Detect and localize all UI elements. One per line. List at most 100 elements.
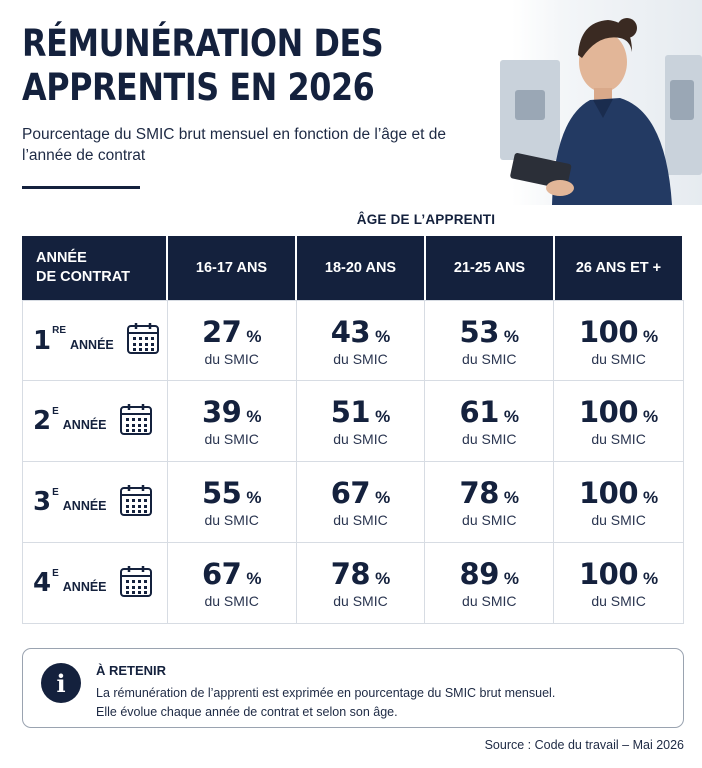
percentage-value: 89 [459, 557, 500, 591]
table-body: 1 RE ANNÉE 27% du SMIC 43% du SMIC 53% du SMIC 10… [22, 300, 684, 624]
source-note: Source : Code du travail – Mai 2026 [484, 738, 684, 752]
year-header-line-1: ANNÉE [36, 250, 87, 266]
year-cell: 3 E ANNÉE [23, 462, 168, 542]
unit-label: du SMIC [591, 350, 646, 367]
worker-figure-icon [510, 18, 672, 205]
table-row: 2 E ANNÉE 39% du SMIC 51% du SMIC 61% du SMIC 100… [22, 381, 684, 462]
year-label: ANNÉE [62, 418, 107, 432]
unit-label: du SMIC [204, 350, 259, 367]
percentage-value: 39 [201, 395, 242, 429]
percent-sign: % [643, 488, 659, 507]
percentage-cell: 61% du SMIC [425, 381, 555, 461]
calendar-icon [119, 564, 153, 603]
year-number: 1 [33, 325, 52, 356]
info-box: i À RETENIR La rémunération de l’apprent… [22, 648, 684, 728]
percentage-cell: 100% du SMIC [554, 462, 683, 542]
percent-sign: % [503, 407, 520, 426]
percentage-line: 51% [331, 395, 390, 429]
percentage-line: 53% [460, 315, 519, 349]
unit-label: du SMIC [333, 512, 388, 528]
percentage-value: 100 [579, 395, 639, 429]
percent-sign: % [503, 488, 520, 507]
page-subtitle: Pourcentage du SMIC brut mensuel en fonc… [22, 126, 446, 164]
percent-sign: % [643, 569, 659, 588]
year-number: 3 [33, 487, 52, 517]
unit-label: du SMIC [462, 512, 517, 528]
unit-label: du SMIC [591, 431, 646, 447]
percentage-line: 100% [579, 557, 658, 591]
percent-sign: % [643, 326, 659, 346]
percent-sign: % [503, 326, 520, 346]
unit-label: du SMIC [462, 431, 517, 447]
percentage-cell: 55% du SMIC [168, 462, 297, 542]
percentage-line: 61% [460, 395, 519, 429]
table-row: 4 E ANNÉE 67% du SMIC 78% du SMIC 89% du SMIC 100… [22, 543, 684, 624]
year-ordinal: E [52, 567, 59, 579]
percentage-line: 55% [202, 476, 261, 510]
unit-label: du SMIC [462, 350, 517, 367]
year-ordinal: E [52, 405, 59, 417]
percentage-line: 27% [202, 315, 261, 349]
percentage-cell: 51% du SMIC [297, 381, 426, 461]
unit-label: du SMIC [204, 593, 259, 609]
year-ordinal: E [52, 486, 59, 498]
unit-label: du SMIC [591, 593, 646, 609]
percentage-line: 100% [579, 476, 658, 510]
percentage-line: 78% [331, 557, 390, 591]
percentage-cell: 67% du SMIC [297, 462, 426, 542]
info-title: À RETENIR [96, 663, 167, 678]
percentage-value: 67 [201, 557, 242, 591]
unit-label: du SMIC [204, 431, 259, 447]
percent-sign: % [246, 569, 262, 588]
column-header-16-17: 16-17 ANS [168, 236, 295, 300]
year-label: ANNÉE [62, 499, 107, 513]
percent-sign: % [375, 569, 391, 588]
percentage-line: 89% [460, 557, 519, 591]
year-header-line-2: DE CONTRAT [36, 269, 130, 285]
percentage-line: 67% [202, 557, 261, 591]
percentage-cell: 100% du SMIC [554, 543, 683, 623]
percent-sign: % [503, 569, 520, 588]
percent-sign: % [643, 407, 659, 426]
year-cell: 4 E ANNÉE [23, 543, 168, 623]
percentage-line: 100% [579, 315, 658, 349]
column-header-26-plus: 26 ANS ET + [555, 236, 682, 300]
table-row: 3 E ANNÉE 55% du SMIC 67% du SMIC 78% du SMIC 100… [22, 462, 684, 543]
percentage-cell: 67% du SMIC [168, 543, 297, 623]
unit-label: du SMIC [462, 593, 517, 609]
percentage-cell: 39% du SMIC [168, 381, 297, 461]
calendar-icon [119, 402, 153, 441]
year-cell: 2 E ANNÉE [23, 381, 168, 461]
percentage-value: 67 [330, 476, 371, 510]
info-line-1: La rémunération de l’apprenti est exprim… [96, 686, 556, 700]
percent-sign: % [375, 326, 391, 346]
percentage-cell: 78% du SMIC [297, 543, 426, 623]
table-header-row: ANNÉE DE CONTRAT 16-17 ANS 18-20 ANS 21-… [22, 236, 684, 300]
percentage-cell: 53% du SMIC [425, 301, 555, 380]
percentage-value: 78 [330, 557, 371, 591]
unit-label: du SMIC [333, 431, 388, 447]
percentage-value: 43 [330, 314, 371, 349]
percentage-value: 61 [459, 395, 500, 429]
unit-label: du SMIC [333, 593, 388, 609]
info-line-2: Elle évolue chaque année de contrat et s… [96, 705, 398, 719]
percentage-line: 67% [331, 476, 390, 510]
percent-sign: % [375, 488, 391, 507]
table-row: 1 RE ANNÉE 27% du SMIC 43% du SMIC 53% du SMIC 10… [22, 300, 684, 381]
year-number: 2 [33, 406, 52, 436]
title-divider [22, 186, 140, 189]
percent-sign: % [375, 407, 391, 426]
percentage-cell: 78% du SMIC [425, 462, 555, 542]
percentage-value: 100 [579, 476, 639, 510]
percent-sign: % [246, 488, 262, 507]
column-header-21-25: 21-25 ANS [426, 236, 553, 300]
percent-sign: % [246, 326, 262, 346]
percentage-value: 53 [459, 314, 500, 349]
year-cell: 1 RE ANNÉE [23, 301, 168, 380]
percentage-value: 27 [201, 314, 242, 349]
unit-label: du SMIC [204, 512, 259, 528]
percentage-value: 100 [579, 314, 639, 349]
percentage-line: 43% [331, 315, 390, 349]
calendar-icon [126, 321, 160, 360]
percentage-line: 78% [460, 476, 519, 510]
